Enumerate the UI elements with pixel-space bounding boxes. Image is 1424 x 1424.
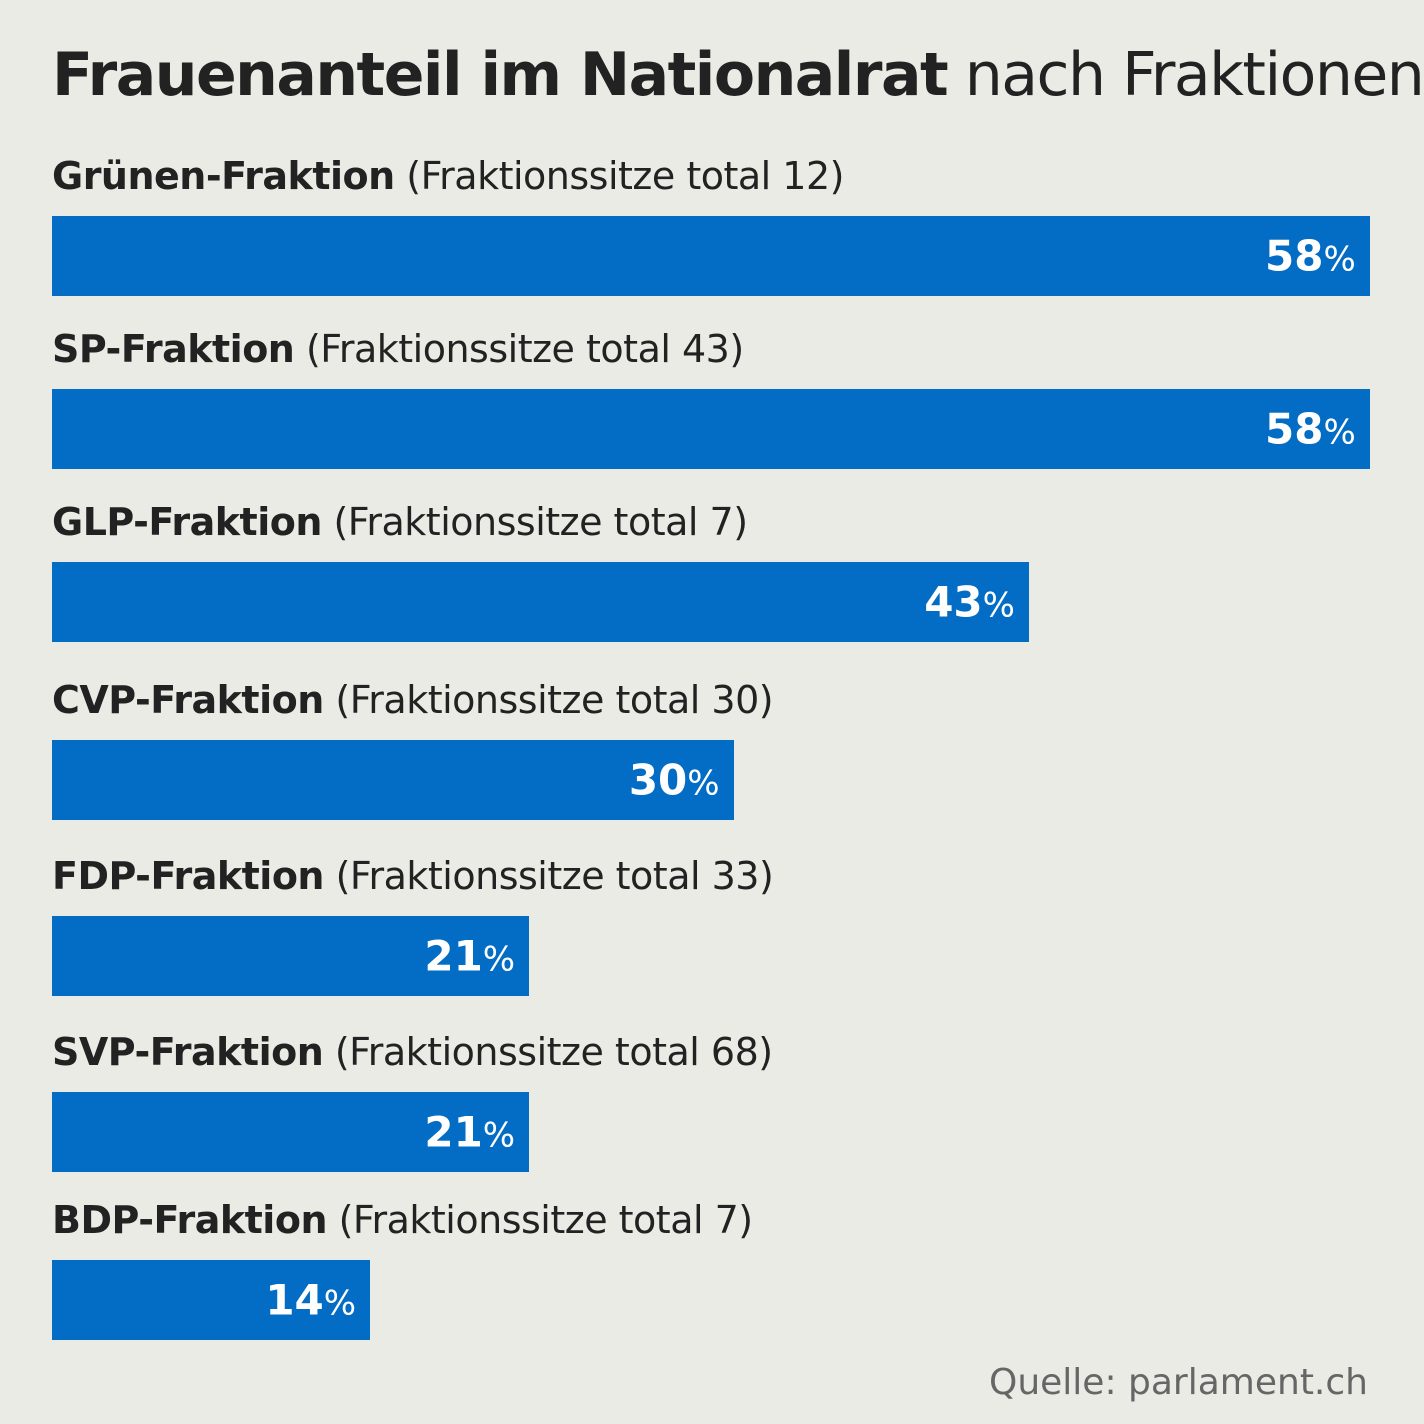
category-label: SP-Fraktion (Fraktionssitze total 43): [52, 327, 744, 371]
category-detail: (Fraktionssitze total 43): [294, 327, 744, 371]
category-detail: (Fraktionssitze total 33): [324, 854, 774, 898]
bar: 21%: [52, 916, 530, 996]
data-label: 58%: [1264, 404, 1356, 454]
source-note: Quelle: parlament.ch: [988, 1362, 1368, 1403]
bar: 58%: [52, 389, 1370, 469]
category-name: Grünen-Fraktion: [52, 154, 395, 198]
data-label: 30%: [628, 755, 720, 805]
bar: 58%: [52, 216, 1370, 296]
data-label: 43%: [924, 577, 1015, 627]
category-label: GLP-Fraktion (Fraktionssitze total 7): [52, 500, 748, 544]
data-label: 14%: [265, 1275, 357, 1325]
category-label: SVP-Fraktion (Fraktionssitze total 68): [52, 1030, 773, 1074]
category-label: Grünen-Fraktion (Fraktionssitze total 12…: [52, 154, 844, 198]
data-label: 21%: [424, 931, 516, 981]
category-label: FDP-Fraktion (Fraktionssitze total 33): [52, 854, 774, 898]
bar: 14%: [52, 1260, 371, 1340]
chart-title: Frauenanteil im Nationalrat nach Fraktio…: [52, 40, 1424, 110]
category-name: CVP-Fraktion: [52, 678, 324, 722]
category-name: FDP-Fraktion: [52, 854, 325, 898]
bar: 43%: [52, 562, 1029, 642]
category-detail: (Fraktionssitze total 12): [394, 154, 844, 198]
category-detail: (Fraktionssitze total 68): [323, 1030, 773, 1074]
title-bold: Frauenanteil im Nationalrat: [52, 40, 949, 110]
category-name: SP-Fraktion: [52, 327, 295, 371]
data-label: 21%: [424, 1107, 516, 1157]
category-label: CVP-Fraktion (Fraktionssitze total 30): [52, 678, 774, 722]
bar: 30%: [52, 740, 734, 820]
category-label: BDP-Fraktion (Fraktionssitze total 7): [52, 1198, 753, 1242]
category-name: BDP-Fraktion: [52, 1198, 328, 1242]
bar: 21%: [52, 1092, 530, 1172]
category-name: SVP-Fraktion: [52, 1030, 324, 1074]
category-detail: (Fraktionssitze total 7): [321, 500, 748, 544]
category-name: GLP-Fraktion: [52, 500, 322, 544]
category-detail: (Fraktionssitze total 7): [327, 1198, 754, 1242]
data-label: 58%: [1264, 231, 1356, 281]
title-rest: nach Fraktionen: [964, 40, 1424, 110]
category-detail: (Fraktionssitze total 30): [323, 678, 774, 722]
